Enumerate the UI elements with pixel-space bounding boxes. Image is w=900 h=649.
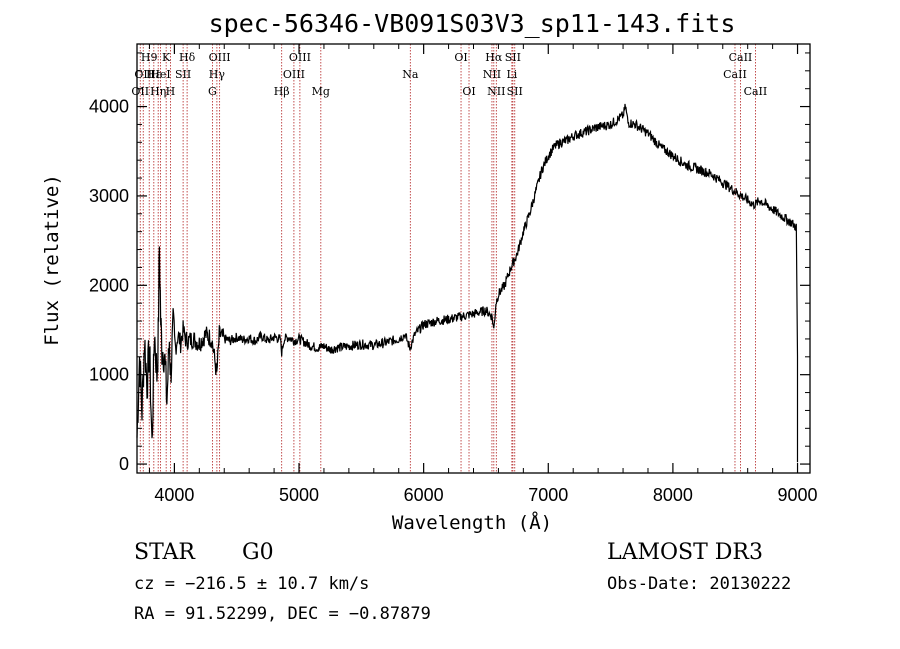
y-axis-label: Flux (relative) — [41, 174, 63, 346]
line-label: K — [162, 51, 171, 64]
line-label: Hε — [146, 68, 162, 81]
plot-frame — [136, 43, 811, 474]
x-tick-label: 7000 — [528, 485, 568, 505]
y-tick-label: 4000 — [89, 97, 129, 117]
x-axis-label: Wavelength (Å) — [392, 511, 552, 534]
y-axis: 0 1000 2000 3000 4000 — [89, 52, 810, 474]
x-axis: 4000 5000 6000 7000 8000 9000 — [148, 44, 818, 505]
line-label: OIII — [209, 51, 231, 64]
coordinates: RA = 91.52299, DEC = −0.87879 — [134, 604, 431, 624]
line-label: Na — [402, 68, 419, 81]
y-tick-label: 0 — [119, 454, 129, 474]
line-label: CaII — [729, 51, 753, 64]
survey-name: LAMOST DR3 — [607, 540, 763, 565]
line-label: SII — [507, 85, 523, 98]
line-label: H — [166, 85, 176, 98]
x-tick-label: 9000 — [778, 485, 818, 505]
line-label: OIII — [289, 51, 311, 64]
redshift-velocity: cz = −216.5 ± 10.7 km/s — [134, 574, 370, 594]
line-label: OI — [454, 51, 467, 64]
observation-date: Obs-Date: 20130222 — [607, 574, 792, 594]
x-tick-label: 8000 — [653, 485, 693, 505]
x-tick-label: 6000 — [404, 485, 444, 505]
line-label: SII — [505, 51, 521, 64]
line-label: Hβ — [274, 85, 290, 98]
line-label: Hγ — [209, 68, 226, 81]
line-label: NII — [487, 85, 505, 98]
object-class: STAR — [134, 540, 195, 565]
line-label: H9 — [141, 51, 158, 64]
line-label: OII — [131, 85, 149, 98]
line-label: NII — [483, 68, 501, 81]
object-subclass: G0 — [242, 540, 274, 565]
line-label: CaII — [723, 68, 747, 81]
line-label: Li — [506, 68, 517, 81]
chart-title: spec-56346-VB091S03V3_sp11-143.fits — [209, 9, 736, 38]
line-label: OI — [462, 85, 475, 98]
x-tick-label: 4000 — [154, 485, 194, 505]
y-tick-label: 2000 — [89, 275, 129, 295]
line-label: CaII — [744, 85, 768, 98]
line-label: Hα — [485, 51, 503, 64]
line-label: SII — [175, 68, 191, 81]
y-tick-label: 3000 — [89, 186, 129, 206]
line-label: OIII — [283, 68, 305, 81]
spectral-line-labels: OIIOIIH9HεHηHeIKHSIIHδGHγOIIIHβOIIIOIIIM… — [131, 51, 767, 98]
spectral-line-markers — [139, 44, 756, 473]
line-label: G — [208, 85, 217, 98]
line-label: Hη — [150, 85, 166, 98]
line-label: HeI — [150, 68, 170, 81]
y-tick-label: 1000 — [89, 365, 129, 385]
x-tick-label: 5000 — [279, 485, 319, 505]
flux-series-line — [136, 103, 799, 463]
line-label: Hδ — [179, 51, 196, 64]
line-label: Mg — [312, 85, 330, 98]
